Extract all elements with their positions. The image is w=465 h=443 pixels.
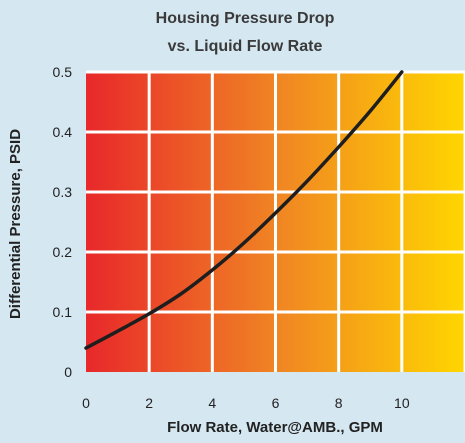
x-axis-ticks: 0 2 4 6 8 10 xyxy=(82,395,410,411)
x-tick-label: 0 xyxy=(82,395,90,411)
x-tick-label: 4 xyxy=(208,395,216,411)
y-tick-label: 0.3 xyxy=(53,184,73,200)
y-tick-label: 0.1 xyxy=(53,304,73,320)
chart-title-line-2: vs. Liquid Flow Rate xyxy=(168,38,323,55)
y-tick-label: 0.4 xyxy=(53,124,73,140)
y-axis-label: Differential Pressure, PSID xyxy=(7,129,24,319)
y-axis-ticks: 0 0.1 0.2 0.3 0.4 0.5 xyxy=(53,64,73,380)
y-tick-label: 0 xyxy=(64,364,72,380)
x-tick-label: 6 xyxy=(272,395,280,411)
pressure-curve xyxy=(84,70,404,350)
x-tick-label: 10 xyxy=(394,395,410,411)
x-axis-label: Flow Rate, Water@AMB., GPM xyxy=(167,419,383,436)
x-tick-label: 2 xyxy=(145,395,153,411)
y-tick-label: 0.5 xyxy=(53,64,73,80)
y-tick-label: 0.2 xyxy=(53,244,73,260)
x-tick-label: 8 xyxy=(335,395,343,411)
chart-title-line-1: Housing Pressure Drop xyxy=(156,10,335,27)
